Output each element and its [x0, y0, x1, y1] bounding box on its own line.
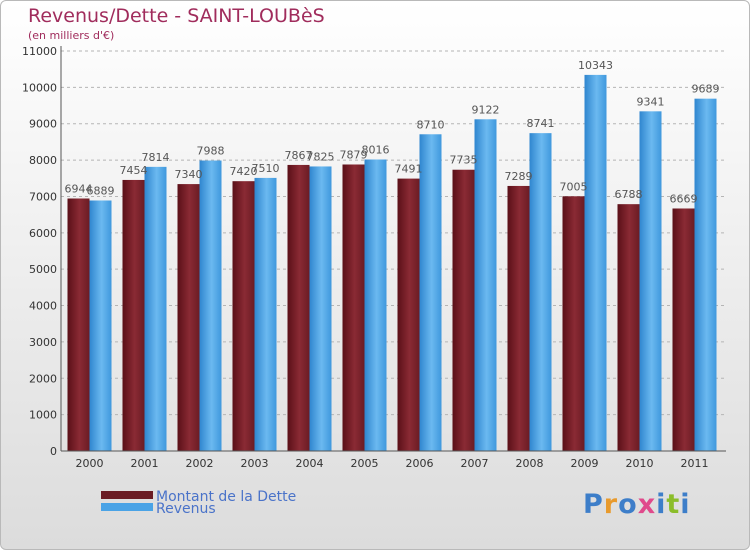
value-label: 8710 — [417, 118, 445, 131]
value-label: 6788 — [615, 188, 643, 201]
y-tick-label: 8000 — [29, 154, 57, 167]
value-label: 7491 — [395, 163, 423, 176]
x-tick-label: 2005 — [351, 457, 379, 470]
revenus-bar — [529, 133, 552, 452]
y-tick-label: 2000 — [29, 372, 57, 385]
value-label: 8741 — [527, 117, 555, 130]
dette-bar — [617, 204, 640, 451]
dette-bar — [397, 178, 420, 451]
revenus-bar — [254, 177, 277, 451]
chart-title: Revenus/Dette - SAINT-LOUBèS — [28, 5, 325, 27]
y-tick-label: 4000 — [29, 300, 57, 313]
value-label: 6889 — [87, 184, 115, 197]
dette-bar — [672, 208, 695, 451]
y-tick-label: 6000 — [29, 227, 57, 240]
x-tick-label: 2007 — [461, 457, 489, 470]
x-tick-label: 2001 — [131, 457, 159, 470]
dette-bar — [177, 184, 200, 451]
value-label: 7879 — [340, 148, 368, 161]
value-label: 7289 — [505, 170, 533, 183]
dette-bar — [562, 196, 585, 451]
legend-swatch-revenus — [101, 503, 153, 511]
brand-letter: x — [637, 489, 657, 520]
x-tick-label: 2002 — [186, 457, 214, 470]
legend-label-revenus: Revenus — [156, 501, 216, 517]
revenus-bar — [309, 166, 332, 452]
brand-letter: i — [680, 489, 691, 520]
y-tick-label: 7000 — [29, 190, 57, 203]
value-label: 6669 — [670, 192, 698, 205]
x-tick-label: 2000 — [76, 457, 104, 470]
x-tick-label: 2008 — [516, 457, 544, 470]
revenus-bar — [639, 111, 662, 451]
revenus-bar — [419, 134, 442, 452]
x-tick-label: 2009 — [571, 457, 599, 470]
brand-letter: i — [656, 489, 667, 520]
dette-bar — [342, 164, 365, 451]
dette-bar — [452, 169, 475, 451]
value-label: 7340 — [175, 168, 203, 181]
brand-letter: o — [618, 489, 638, 520]
dette-bar — [122, 179, 145, 452]
revenus-bar — [694, 98, 717, 451]
brand-letter: P — [583, 489, 604, 520]
value-label: 10343 — [578, 59, 613, 72]
revenus-bar — [584, 74, 607, 452]
brand-letter: r — [603, 489, 619, 520]
y-tick-label: 5000 — [29, 263, 57, 276]
value-label: 7867 — [285, 149, 313, 162]
value-label: 7420 — [230, 165, 258, 178]
value-label: 7454 — [120, 164, 148, 177]
y-tick-label: 10000 — [22, 81, 57, 94]
bars-layer — [67, 74, 717, 452]
chart-subtitle: (en milliers d'€) — [28, 29, 115, 42]
brand-logo: Proxiti — [583, 489, 691, 520]
value-label: 9122 — [472, 103, 500, 116]
brand-letter: t — [666, 489, 681, 520]
x-tick-label: 2011 — [681, 457, 709, 470]
value-label: 6944 — [65, 182, 93, 195]
x-tick-label: 2006 — [406, 457, 434, 470]
revenus-bar — [144, 166, 167, 451]
value-label: 7735 — [450, 154, 478, 167]
y-tick-label: 3000 — [29, 336, 57, 349]
value-label: 7825 — [307, 150, 335, 163]
y-tick-label: 1000 — [29, 409, 57, 422]
legend-label-dette: Montant de la Dette — [156, 489, 296, 505]
value-label: 9689 — [692, 83, 720, 96]
value-label: 8016 — [362, 144, 390, 157]
dette-bar — [287, 164, 310, 451]
x-tick-label: 2004 — [296, 457, 324, 470]
axis-layer: 0 1000 2000 3000 4000 5000 6000 7000 8000 9000 100… — [22, 45, 726, 470]
legend-swatch-dette — [101, 491, 153, 499]
dette-bar — [67, 198, 90, 451]
revenus-bar — [364, 159, 387, 451]
value-label: 7988 — [197, 145, 225, 158]
revenus-bar — [474, 119, 497, 452]
revenus-bar — [89, 200, 112, 451]
x-tick-label: 2010 — [626, 457, 654, 470]
value-label: 7510 — [252, 162, 280, 175]
x-tick-label: 2003 — [241, 457, 269, 470]
grid-layer — [61, 50, 726, 452]
value-label: 7814 — [142, 151, 170, 164]
dette-bar — [507, 185, 530, 452]
y-tick-label: 11000 — [22, 45, 57, 58]
revenus-bar — [199, 160, 222, 451]
value-label: 9341 — [637, 95, 665, 108]
dette-bar — [232, 181, 255, 451]
value-label: 7005 — [560, 180, 588, 193]
y-tick-label: 0 — [50, 445, 57, 458]
y-tick-label: 9000 — [29, 118, 57, 131]
